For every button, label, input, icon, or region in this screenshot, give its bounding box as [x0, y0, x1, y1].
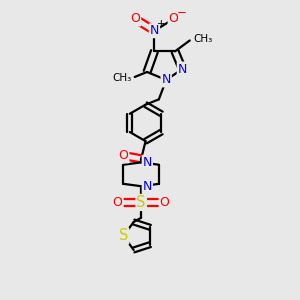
- Text: CH₃: CH₃: [193, 34, 212, 44]
- Text: O: O: [118, 149, 128, 162]
- Text: N: N: [150, 24, 159, 37]
- Text: +: +: [157, 19, 165, 29]
- Text: O: O: [160, 196, 170, 209]
- Text: S: S: [136, 195, 146, 210]
- Text: S: S: [119, 229, 128, 244]
- Text: O: O: [130, 13, 140, 26]
- Text: −: −: [177, 6, 187, 19]
- Text: N: N: [161, 74, 171, 86]
- Text: O: O: [113, 196, 123, 209]
- Text: N: N: [142, 180, 152, 193]
- Text: CH₃: CH₃: [112, 74, 132, 83]
- Text: N: N: [142, 156, 152, 169]
- Text: N: N: [178, 62, 187, 76]
- Text: O: O: [169, 13, 178, 26]
